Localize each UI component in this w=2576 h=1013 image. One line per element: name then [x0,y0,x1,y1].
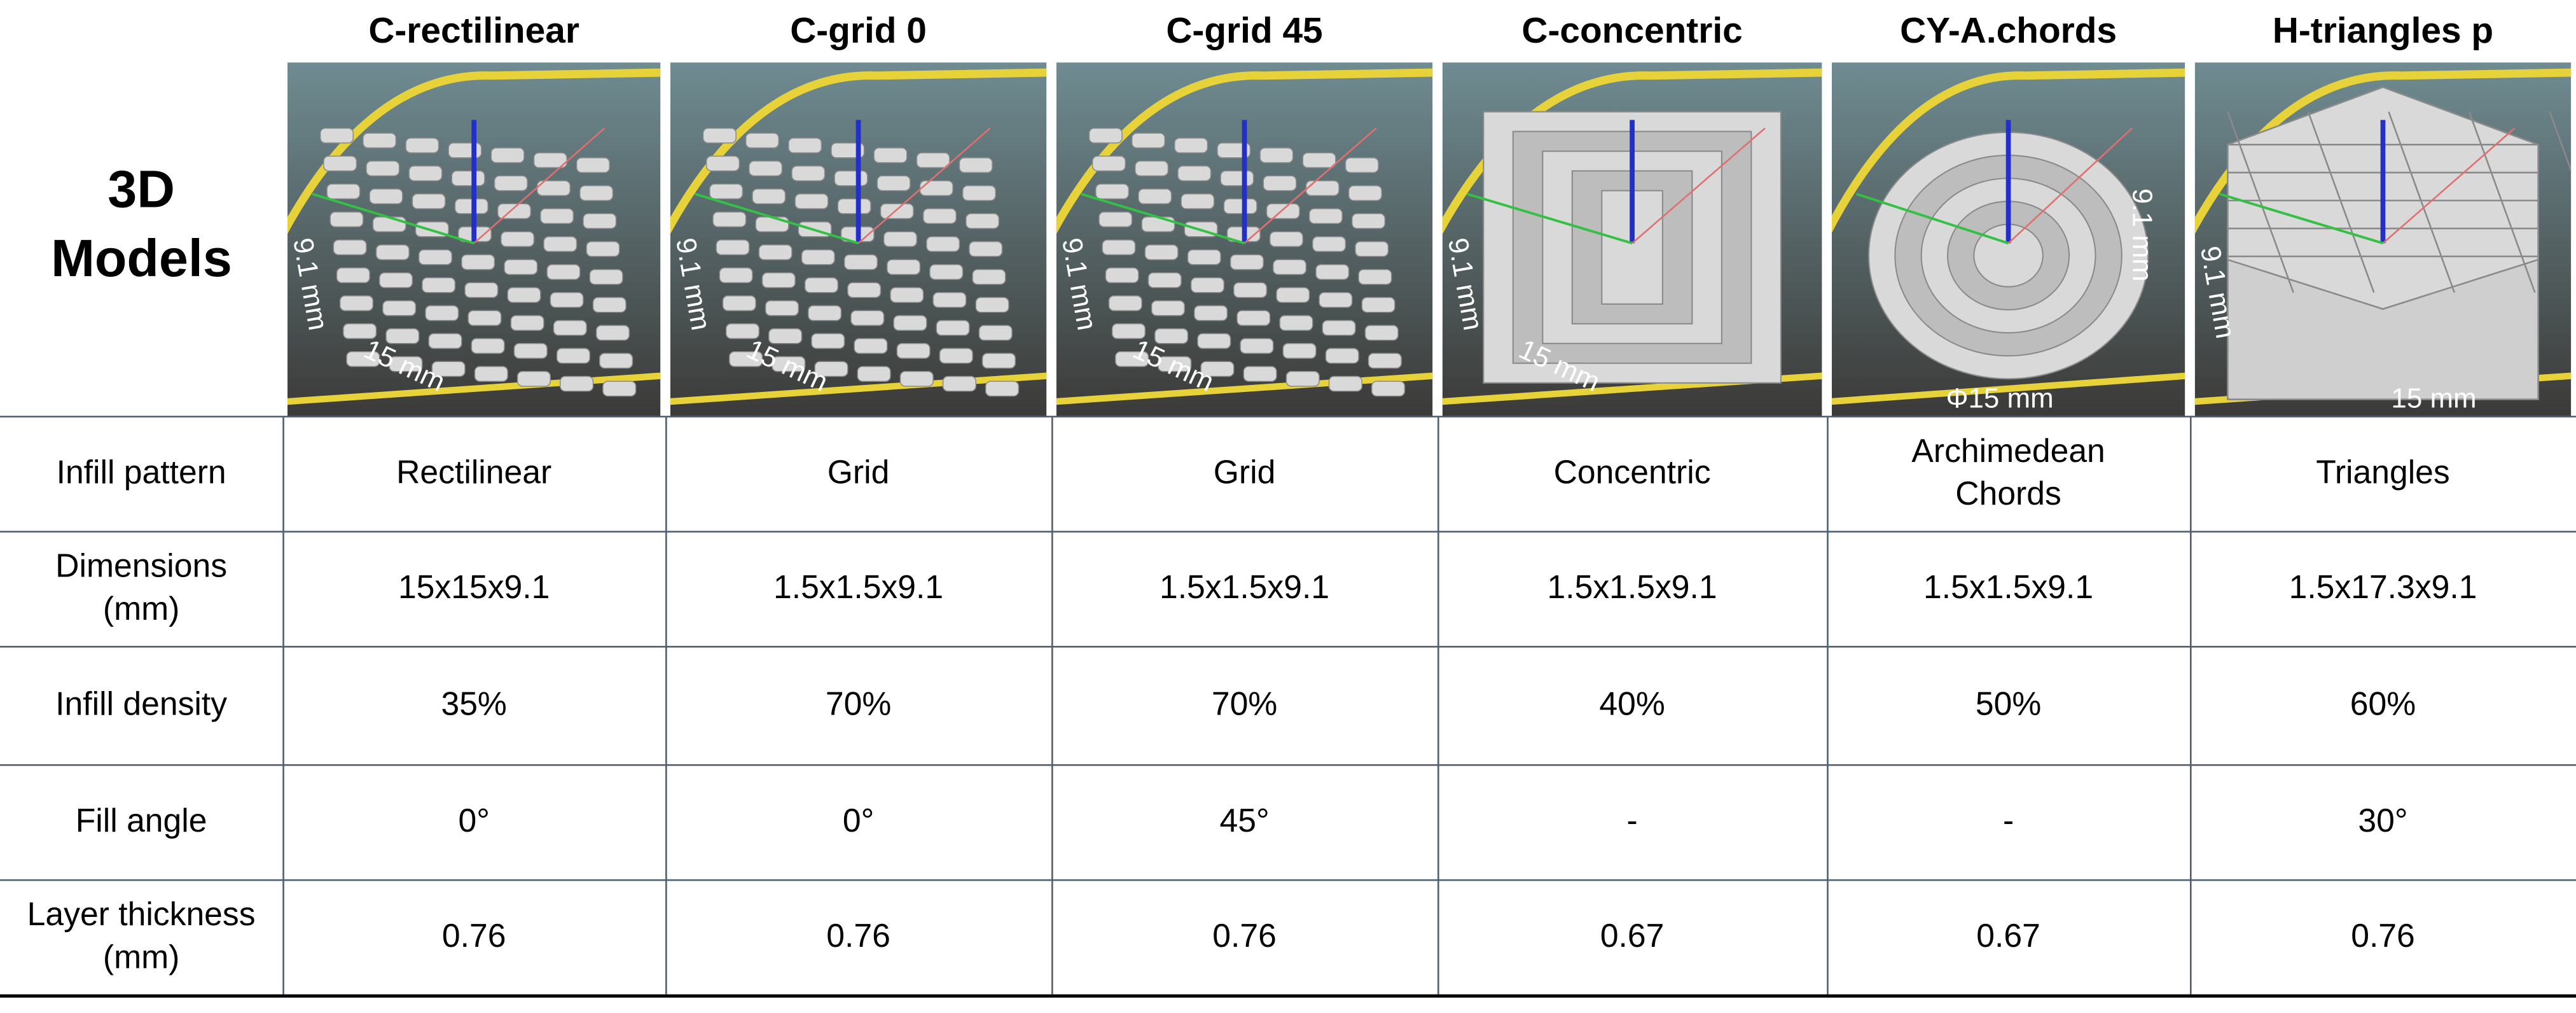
table-cell: Grid [827,455,890,492]
table-cell: 0.76 [2351,918,2415,955]
model-render [670,62,1047,416]
table-cell: 0° [458,804,490,840]
bottom-border [0,994,2576,998]
dimension-label: 9.1 mm [2126,188,2158,282]
column-border [2190,416,2192,995]
table-cell: 60% [2350,687,2416,723]
model-render [1442,62,1822,416]
table-cell: 0° [842,804,875,840]
table-cell: 1.5x1.5x9.1 [1547,570,1717,607]
column-border [1437,416,1439,995]
table-cell: 70% [825,687,892,723]
row-label-text: Fill angle [75,804,207,840]
table-cell: 0.76 [1212,918,1277,955]
row-border [0,646,2576,648]
row-border [0,879,2576,881]
table-cell: 1.5x1.5x9.1 [773,570,944,607]
row-label: Fill angle [0,764,282,879]
table-cell: 0.76 [826,918,890,955]
row-label-text: Layer thickness (mm) [27,897,256,977]
table-cell: 1.5x17.3x9.1 [2289,570,2477,607]
table-cell: 30° [2358,804,2408,840]
row-label: Layer thickness (mm) [0,879,282,995]
row-label: Infill density [0,646,282,764]
model-title: C-concentric [1521,10,1743,52]
table-cell: 1.5x1.5x9.1 [1159,570,1330,607]
column-border [1051,416,1053,995]
table-cell: 15x15x9.1 [398,570,550,607]
model-render [1056,62,1433,416]
table-cell: 1.5x1.5x9.1 [1923,570,2094,607]
table-cell: 50% [1975,687,2042,723]
model-render [1831,62,2185,416]
row-label: Dimensions (mm) [0,531,282,646]
model-title: H-triangles p [2272,10,2494,52]
table-cell: 45° [1219,804,1270,840]
header-title: 3D Models [0,156,282,293]
table-cell: 40% [1599,687,1665,723]
table-cell: Rectilinear [396,455,552,492]
row-border [0,531,2576,533]
model-title: CY-A.chords [1900,10,2117,52]
column-border [1827,416,1829,995]
table-cell: 0.76 [441,918,506,955]
model-title: C-grid 45 [1166,10,1323,52]
table-cell: 0.67 [1976,918,2040,955]
header-title-text: 3D Models [51,159,232,287]
row-label-text: Infill density [55,687,228,723]
model-render [2194,62,2572,416]
row-label-text: Infill pattern [56,455,226,492]
table-cell: Archimedean Chords [1911,433,2105,513]
row-border [0,764,2576,766]
table-cell: - [2002,804,2014,840]
column-border [665,416,667,995]
row-label: Infill pattern [0,416,282,531]
table-cell: 0.67 [1600,918,1665,955]
table-cell: - [1626,804,1638,840]
row-label-text: Dimensions (mm) [55,548,228,628]
table-cell: Triangles [2316,455,2450,492]
model-title: C-grid 0 [790,10,927,52]
table-cell: 70% [1211,687,1278,723]
table-cell: Grid [1213,455,1276,492]
dimension-label: 15 mm [2391,382,2477,414]
model-title: C-rectilinear [368,10,579,52]
table-cell: Concentric [1553,455,1711,492]
row-border [0,416,2576,418]
table-cell: 35% [441,687,507,723]
dimension-label: Φ15 mm [1946,382,2054,414]
model-render [287,62,661,416]
column-border [282,416,284,995]
